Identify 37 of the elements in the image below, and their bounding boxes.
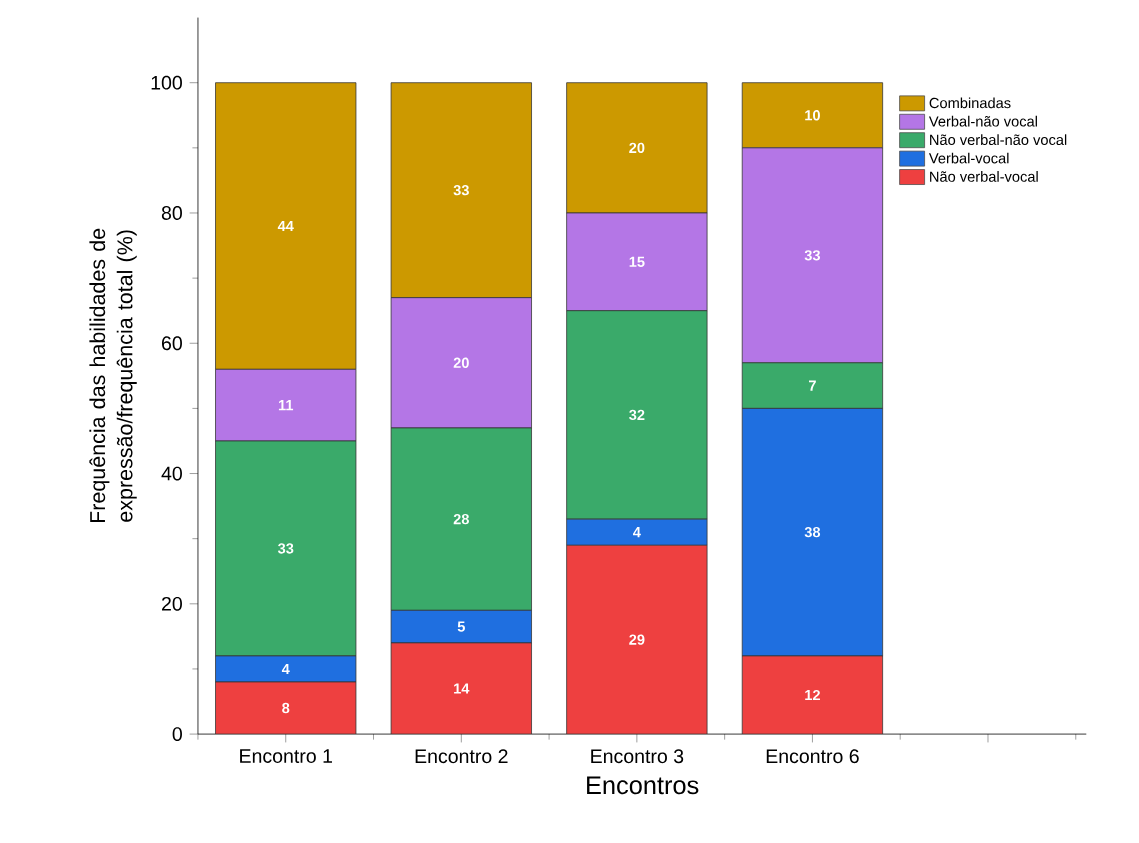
data-label: 33 <box>277 543 294 554</box>
data-label: 33 <box>804 249 821 261</box>
legend-label: Verbal-vocal <box>928 152 1009 164</box>
data-label: 38 <box>804 526 821 538</box>
data-label: 20 <box>453 357 469 368</box>
data-label: 28 <box>453 513 469 525</box>
y-tick-label: 100 <box>151 75 182 90</box>
data-label: 10 <box>805 109 820 121</box>
legend-label: Não verbal-não vocal <box>930 134 1067 145</box>
data-label: 8 <box>282 702 290 714</box>
data-label: 4 <box>281 663 290 674</box>
y-tick-label: 60 <box>162 336 182 350</box>
data-label: 44 <box>277 220 294 231</box>
data-label: 15 <box>629 256 645 267</box>
x-axis-title: Encontros <box>587 776 699 795</box>
data-label: 7 <box>809 380 816 391</box>
x-tick-label: Encontro 2 <box>415 749 508 763</box>
data-label: 33 <box>453 184 469 196</box>
data-label: 14 <box>454 683 470 694</box>
y-tick-label: 0 <box>172 726 182 741</box>
legend-label: Combinadas <box>929 97 1011 108</box>
data-label: 29 <box>629 634 645 645</box>
data-label: 11 <box>278 399 294 410</box>
x-tick-label: Encontro 3 <box>591 749 684 763</box>
data-label: 5 <box>457 621 465 632</box>
y-axis-title: Frequência das habilidades de expressão/frequência total (%) <box>89 228 137 522</box>
data-label: 20 <box>629 142 645 153</box>
y-tick-label: 80 <box>161 205 182 220</box>
y-tick-label: 20 <box>162 596 182 611</box>
legend-label: Não verbal-vocal <box>930 170 1038 182</box>
data-label: 12 <box>805 689 820 700</box>
x-tick-label: Encontro 1 <box>240 749 332 763</box>
legend-label: Verbal-não vocal <box>928 115 1037 127</box>
x-tick-label: Encontro 6 <box>766 749 859 763</box>
data-label: 4 <box>633 526 641 537</box>
data-label: 32 <box>629 409 645 420</box>
y-tick-label: 40 <box>161 466 182 481</box>
